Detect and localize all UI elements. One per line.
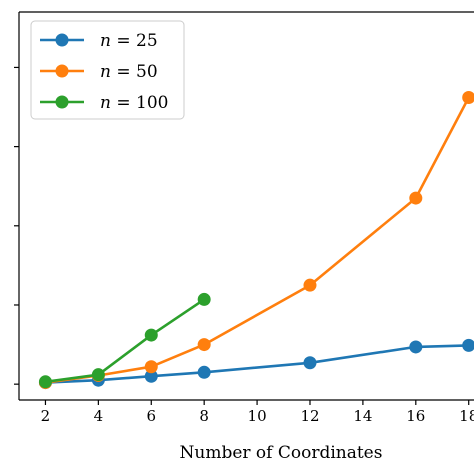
x-tick-label: 10 xyxy=(248,407,267,425)
x-tick-label: 18 xyxy=(459,407,474,425)
data-point xyxy=(409,340,423,354)
x-tick-label: 12 xyxy=(300,407,319,425)
data-point xyxy=(144,369,158,383)
x-tick-label: 8 xyxy=(199,407,209,425)
data-point xyxy=(303,356,317,370)
data-point xyxy=(91,368,105,382)
legend-marker xyxy=(55,33,69,47)
legend-marker xyxy=(55,95,69,109)
ticks-layer: 2 4 6 8 10 12 14 16 18 xyxy=(14,66,474,425)
series-line xyxy=(45,96,470,384)
legend-item: n = 25 xyxy=(40,31,158,51)
data-point xyxy=(197,292,211,306)
data-point xyxy=(462,91,474,105)
axes-layer xyxy=(18,11,474,401)
series-2 xyxy=(38,292,211,389)
legend-label: n = 100 xyxy=(100,93,168,113)
data-point xyxy=(409,191,423,205)
data-point xyxy=(197,338,211,352)
series-layer xyxy=(38,91,474,390)
x-tick-label: 14 xyxy=(353,407,372,425)
data-point xyxy=(197,365,211,379)
x-tick-label: 6 xyxy=(146,407,156,425)
data-point xyxy=(303,278,317,292)
data-point xyxy=(144,328,158,342)
x-tick-label: 2 xyxy=(41,407,51,425)
x-tick-label: 4 xyxy=(94,407,104,425)
series-line xyxy=(45,298,205,384)
legend: n = 25 n = 50 n = 100 xyxy=(30,20,185,120)
data-point xyxy=(144,360,158,374)
x-axis-title: Number of Coordinates xyxy=(180,443,383,463)
legend-box xyxy=(30,20,185,120)
series-line xyxy=(45,344,469,384)
series-1 xyxy=(38,91,474,390)
legend-item: n = 100 xyxy=(40,93,168,113)
legend-item: n = 50 xyxy=(40,62,158,82)
legend-label: n = 50 xyxy=(100,62,158,82)
legend-marker xyxy=(55,64,69,78)
data-point xyxy=(462,338,474,352)
x-tick-label: 16 xyxy=(406,407,425,425)
series-0 xyxy=(38,338,474,390)
data-point xyxy=(38,375,52,389)
legend-label: n = 25 xyxy=(100,31,158,51)
